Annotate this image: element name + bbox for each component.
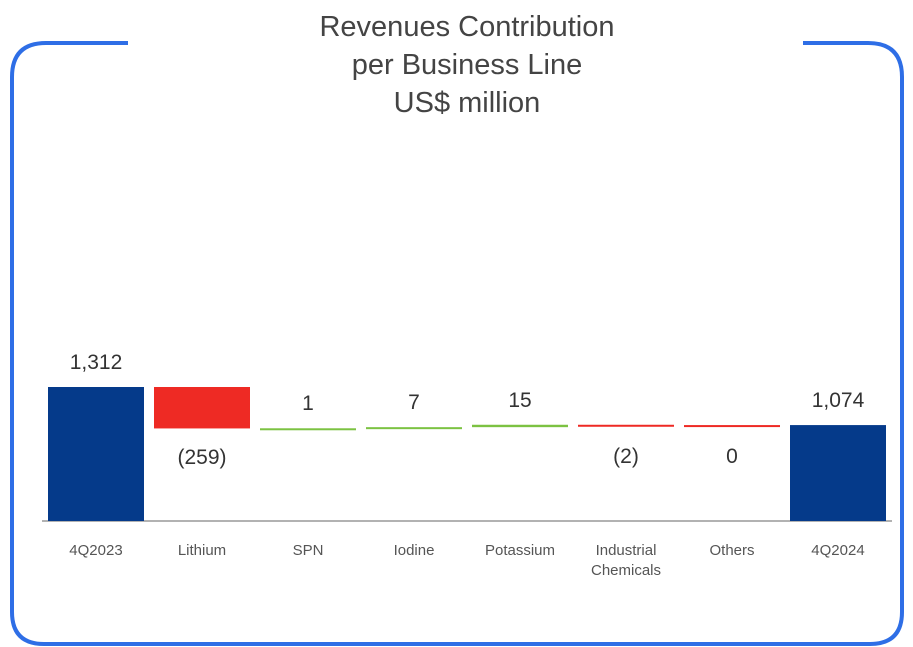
chart-subtitle: US$ million (393, 87, 541, 119)
data-label: 7 (408, 391, 420, 415)
x-tick-label: Industrial Chemicals (590, 542, 662, 579)
data-label: 1 (302, 392, 314, 416)
data-label: (2) (613, 444, 639, 468)
x-tick-label: Iodine (393, 542, 435, 559)
x-tick-label: 4Q2023 (69, 542, 123, 559)
bar (684, 425, 780, 428)
bar (472, 424, 568, 428)
bar (578, 424, 674, 427)
x-tick-label: 4Q2024 (811, 542, 865, 559)
data-label: 1,312 (69, 351, 123, 374)
chart-title: Revenues Contribution per Business Line (319, 11, 615, 81)
x-tick-label: Potassium (484, 542, 556, 559)
data-label: 15 (508, 388, 532, 412)
bar (366, 427, 462, 430)
x-tick-label: Others (709, 542, 755, 559)
bar (48, 387, 144, 521)
data-label: (259) (177, 446, 227, 470)
bar (154, 387, 250, 429)
frame (10, 41, 904, 646)
x-tick-label: SPN (292, 542, 324, 559)
data-label: 0 (726, 445, 738, 469)
data-label: 1,074 (811, 389, 865, 413)
bar (790, 425, 886, 521)
bar (260, 428, 356, 431)
x-tick-label: Lithium (177, 542, 227, 559)
